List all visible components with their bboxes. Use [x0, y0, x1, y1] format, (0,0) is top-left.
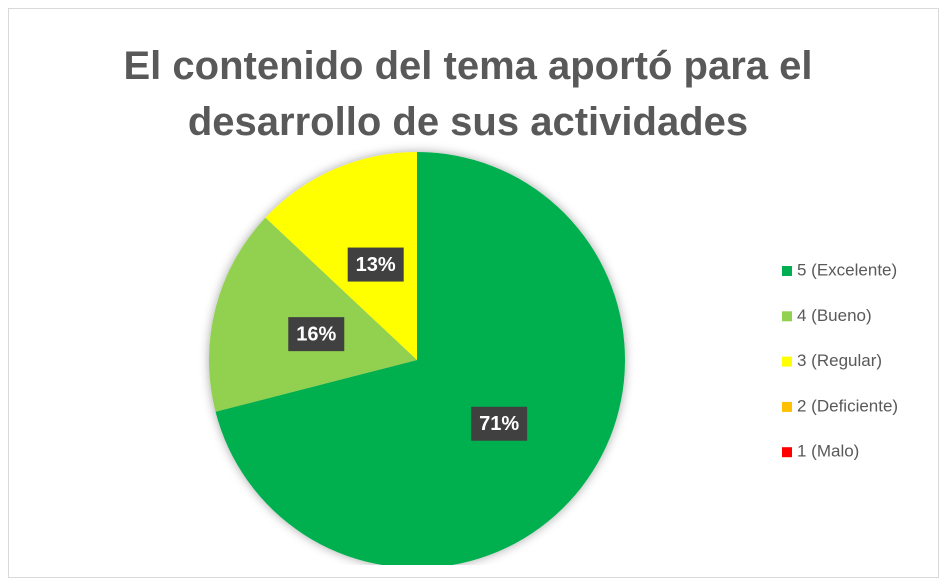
data-label-box — [471, 406, 528, 441]
pie-slice — [208, 217, 417, 412]
legend-swatch — [782, 356, 792, 367]
legend-label: 3 (Regular) — [797, 351, 882, 370]
legend-label: 2 (Deficiente) — [797, 396, 898, 415]
legend-label: 5 (Excelente) — [797, 260, 897, 279]
chart-title: El contenido del tema aportó para el des… — [123, 44, 813, 144]
pie-slice — [265, 152, 417, 360]
legend-swatch — [782, 401, 792, 412]
legend-swatch — [782, 311, 792, 322]
legend-label: 1 (Malo) — [797, 442, 859, 461]
data-label: 71% — [479, 413, 519, 435]
pie-slice — [215, 152, 625, 565]
legend-label: 4 (Bueno) — [797, 306, 872, 325]
legend-swatch — [782, 447, 792, 458]
chart: 71% 16% 13% 5 (Excelente) 4 (Bueno) 3 (Regula… — [208, 152, 898, 565]
data-label-box — [288, 317, 345, 352]
data-label: 16% — [296, 323, 336, 345]
data-label-box — [347, 247, 404, 282]
page: {"chart_data": {"type": "pie", "title": … — [8, 8, 939, 578]
data-label: 13% — [356, 254, 396, 276]
legend-swatch — [782, 266, 792, 276]
pie — [208, 152, 625, 565]
